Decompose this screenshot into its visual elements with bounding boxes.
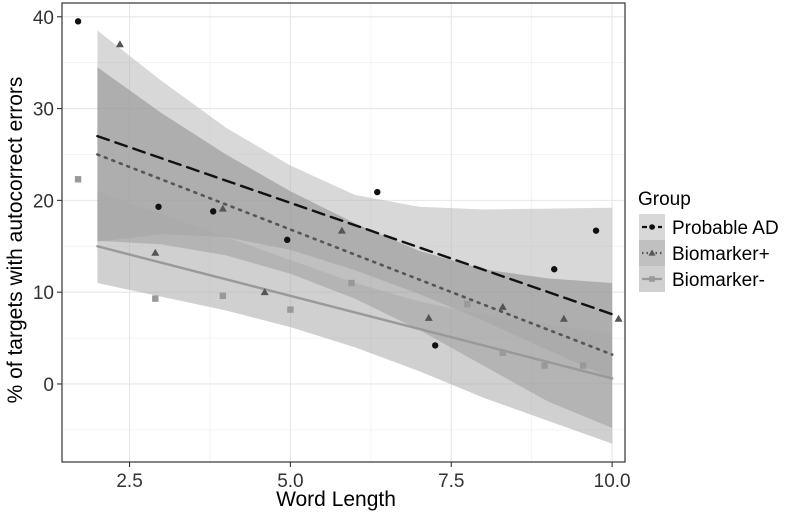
- y-axis-title: % of targets with autocorrect errors: [4, 77, 27, 404]
- data-point: [155, 203, 162, 210]
- data-point: [648, 249, 656, 256]
- data-point: [614, 314, 623, 322]
- data-point: [374, 188, 381, 196]
- data-point: [559, 314, 568, 322]
- legend-label: Biomarker-: [672, 270, 765, 291]
- fit-line: [96, 134, 614, 316]
- y-tick-label: 0: [43, 375, 54, 396]
- x-tick-label: 7.5: [438, 471, 464, 492]
- data-point: [152, 295, 159, 302]
- data-point: [287, 306, 294, 313]
- data-point: [337, 226, 346, 234]
- legend-label: Probable AD: [672, 218, 779, 239]
- data-point: [284, 236, 291, 244]
- data-point: [649, 224, 655, 230]
- data-point: [499, 349, 506, 356]
- data-point: [464, 300, 471, 308]
- data-point: [498, 302, 507, 310]
- fit-line: [96, 245, 614, 380]
- data-point: [260, 288, 269, 296]
- x-tick-label: 5.0: [277, 471, 303, 492]
- legend: Group Probable AD Biomarker+ Biomarker-: [638, 189, 779, 292]
- data-point: [579, 362, 587, 369]
- plot-panel: [61, 2, 626, 463]
- legend-label: Biomarker+: [672, 244, 770, 265]
- x-axis-title: Word Length: [276, 488, 396, 511]
- data-point: [348, 279, 355, 287]
- data-point: [649, 276, 655, 282]
- data-point: [431, 342, 439, 349]
- y-tick-label: 30: [33, 100, 54, 121]
- data-point: [551, 266, 558, 273]
- data-point: [151, 248, 160, 256]
- data-point: [74, 176, 82, 183]
- y-tick-label: 10: [33, 283, 54, 304]
- y-tick-label: 40: [33, 8, 54, 29]
- data-point: [218, 204, 227, 212]
- x-tick-label: 2.5: [116, 471, 142, 492]
- confidence-band: [97, 191, 613, 444]
- data-point: [115, 40, 124, 48]
- data-point: [592, 227, 600, 234]
- data-point: [541, 362, 548, 369]
- plot-border: [61, 2, 626, 463]
- legend-title: Group: [638, 189, 691, 210]
- data-point: [210, 208, 217, 215]
- y-tick-label: 20: [33, 191, 54, 212]
- data-point: [74, 18, 82, 25]
- data-point: [219, 292, 227, 300]
- x-tick-label: 10.0: [594, 471, 631, 492]
- data-point: [424, 313, 433, 321]
